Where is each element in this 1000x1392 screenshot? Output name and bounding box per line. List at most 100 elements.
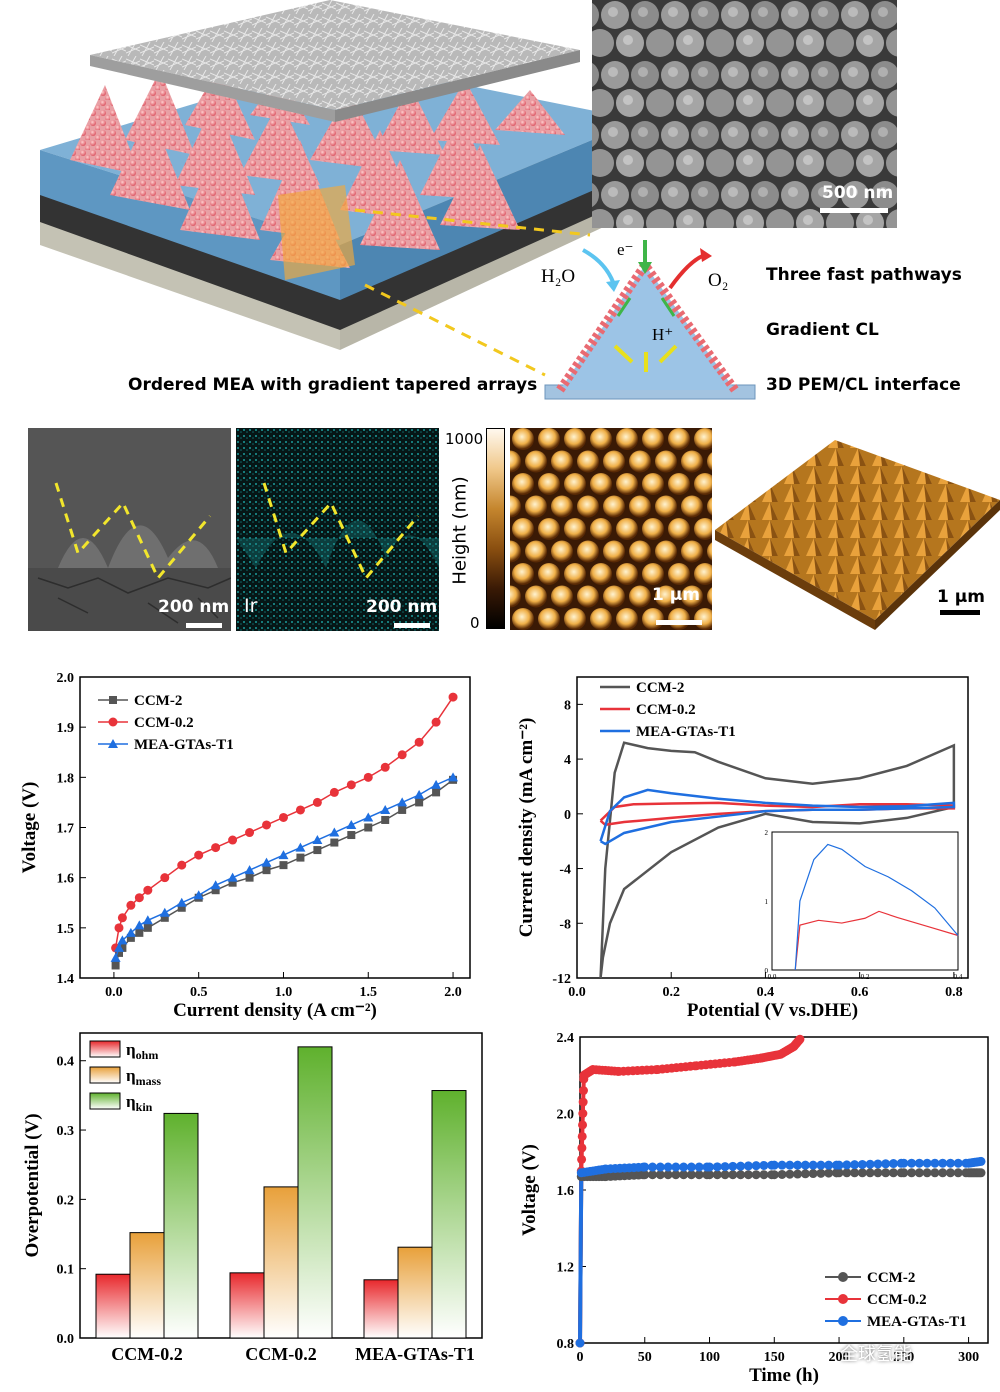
data-point	[907, 1168, 917, 1178]
series-markers-MEA-GTAs-T1	[575, 1156, 986, 1348]
data-point	[117, 913, 127, 923]
legend-label: CCM-0.2	[134, 715, 194, 731]
x-category-label: MEA-GTAs-T1	[355, 1344, 475, 1364]
water-label: H₂O	[541, 266, 576, 287]
x-tick-label: 0.6	[851, 985, 869, 1000]
legend-label-main: η	[126, 1066, 136, 1085]
data-point	[793, 1169, 803, 1179]
legend-label: ηkin	[126, 1092, 153, 1114]
legend-label-sub: mass	[136, 1074, 162, 1088]
data-point	[888, 1168, 898, 1178]
data-point	[110, 952, 121, 962]
data-point	[398, 805, 407, 814]
series-line	[578, 1037, 802, 1344]
bar-η_mass	[397, 1246, 433, 1339]
y-axis-label: Voltage (V)	[519, 1144, 540, 1236]
y-tick-label: 0	[564, 808, 571, 823]
y-axis-label: Overpotential (V)	[22, 1113, 43, 1257]
data-point	[922, 1158, 932, 1168]
x-tick-label: 2.0	[444, 985, 462, 1000]
cv-chart: 0.0 0.2 0.4 0.6 0.8 -12 -8 -4 0 4 8 Potential (V vs…	[516, 676, 969, 1021]
data-point	[577, 1143, 587, 1153]
data-point	[381, 815, 390, 824]
data-point	[736, 1170, 746, 1180]
eds-element-label: Ir	[244, 595, 258, 617]
legend-label: MEA-GTAs-T1	[867, 1314, 967, 1330]
y-tick-label: 2.0	[557, 1108, 575, 1123]
y-tick-label: 4	[564, 753, 571, 768]
bar-η_kin	[431, 1090, 467, 1339]
data-point	[312, 797, 322, 807]
x-tick-label: 0.8	[945, 985, 963, 1000]
schematic-caption: Ordered MEA with gradient tapered arrays	[128, 375, 538, 395]
inset-frame	[771, 831, 959, 971]
data-point	[824, 1160, 834, 1170]
y-tick-label: 1.8	[57, 771, 75, 786]
data-point	[363, 812, 374, 822]
y-tick-label: 0.2	[57, 1193, 75, 1208]
bar-η_ohm	[229, 1272, 265, 1339]
data-point	[295, 842, 306, 852]
data-point	[824, 1168, 834, 1178]
data-point	[850, 1160, 860, 1170]
data-point	[142, 915, 153, 925]
afm-3d-image	[715, 440, 1000, 630]
y-axis-label: Voltage (V)	[19, 782, 40, 874]
x-tick-label: 150	[764, 1350, 785, 1365]
bar-η_ohm	[363, 1279, 399, 1339]
data-point	[686, 1170, 696, 1180]
data-point	[577, 1131, 587, 1141]
polarization-chart: 0.0 0.5 1.0 1.5 2.0 1.4 1.5 1.6 1.7 1.8 1.9 2.0 Curr…	[19, 671, 471, 1021]
data-point	[857, 1159, 867, 1169]
data-point	[245, 873, 254, 882]
legend-label-main: η	[126, 1040, 136, 1059]
series-MEA-GTAs-T1	[599, 788, 956, 846]
y-axis-label: Current density (mA cm⁻²)	[516, 718, 537, 938]
x-tick-label: 100	[699, 1350, 720, 1365]
data-point	[431, 779, 442, 789]
data-point	[330, 838, 339, 847]
data-point	[899, 1168, 909, 1178]
data-point	[800, 1160, 810, 1170]
data-point	[126, 933, 135, 942]
data-point	[397, 797, 408, 807]
x-tick-label: 0.4	[757, 985, 775, 1000]
data-point	[126, 900, 136, 910]
x-category-label: CCM-0.2	[111, 1344, 182, 1364]
data-point	[743, 1170, 753, 1180]
data-point	[648, 1162, 658, 1172]
data-point	[938, 1158, 948, 1168]
data-point	[578, 1109, 588, 1118]
inset-x-tick-label: 0.0	[768, 973, 777, 981]
legend-swatch	[89, 1092, 121, 1110]
data-point	[160, 913, 169, 922]
data-point	[211, 843, 221, 853]
x-category-label: CCM-0.2	[245, 1344, 316, 1364]
feature-label-3: 3D PEM/CL interface	[766, 375, 961, 395]
data-point	[976, 1168, 986, 1178]
data-point	[808, 1169, 818, 1179]
series-line	[599, 741, 956, 979]
x-tick-label: 0.5	[190, 985, 208, 1000]
schematic-figure	[40, 0, 897, 400]
series-markers-CCM-2	[575, 1168, 986, 1348]
data-point	[728, 1170, 738, 1180]
legend-swatch	[89, 1066, 121, 1084]
legend-label: CCM-2	[636, 680, 684, 696]
data-point	[194, 850, 204, 860]
y-tick-label: 0.1	[57, 1263, 75, 1278]
inset-x-tick-label: 0.2	[861, 973, 870, 981]
y-tick-label: 1.2	[557, 1261, 575, 1276]
data-point	[751, 1161, 761, 1171]
data-point	[728, 1161, 738, 1171]
data-point	[777, 1169, 787, 1179]
x-tick-label: 0	[577, 1350, 584, 1365]
data-point	[671, 1162, 681, 1172]
data-point	[857, 1168, 867, 1178]
legend-label: CCM-0.2	[867, 1292, 927, 1308]
data-point	[262, 866, 271, 875]
data-point	[228, 835, 238, 845]
afm-colorbar-min: 0	[470, 614, 480, 632]
data-point	[312, 835, 323, 845]
data-point	[785, 1169, 795, 1179]
